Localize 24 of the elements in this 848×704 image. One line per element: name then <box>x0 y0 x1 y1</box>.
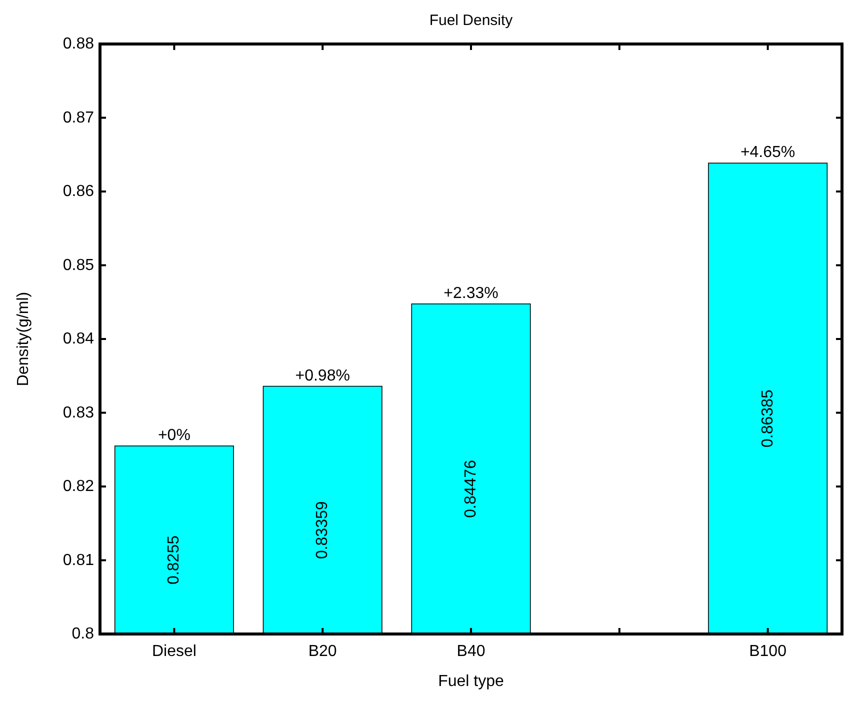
data-label: 0.86385 <box>759 390 776 448</box>
x-tick-label: B40 <box>456 643 486 660</box>
y-tick-label: 0.82 <box>62 478 94 495</box>
data-label: 0.84476 <box>462 460 480 518</box>
chart-title: Fuel Density <box>429 12 514 29</box>
y-tick-label: 0.87 <box>62 109 94 126</box>
y-tick-label: 0.8 <box>72 626 94 642</box>
y-tick-label: 0.81 <box>62 552 94 569</box>
y-tick-label: 0.85 <box>62 256 94 274</box>
x-tick-label: B100 <box>749 643 787 660</box>
x-tick-label: Diesel <box>152 643 196 660</box>
y-tick-label: 0.88 <box>62 36 94 52</box>
y-tick-label: 0.84 <box>62 330 94 348</box>
y-tick-label: 0.86 <box>62 183 94 200</box>
x-tick-label: B20 <box>308 643 337 660</box>
annotation: +0% <box>158 426 190 444</box>
annotation: +0.98% <box>295 367 350 384</box>
annotation: +4.65% <box>740 144 796 162</box>
annotation: +2.33% <box>444 284 498 302</box>
data-label: 0.83359 <box>314 501 332 560</box>
x-axis-title: Fuel type <box>438 673 504 690</box>
y-tick-label: 0.83 <box>62 404 94 422</box>
y-axis-title: Density(g/ml) <box>15 292 32 386</box>
data-label: 0.8255 <box>166 535 183 584</box>
